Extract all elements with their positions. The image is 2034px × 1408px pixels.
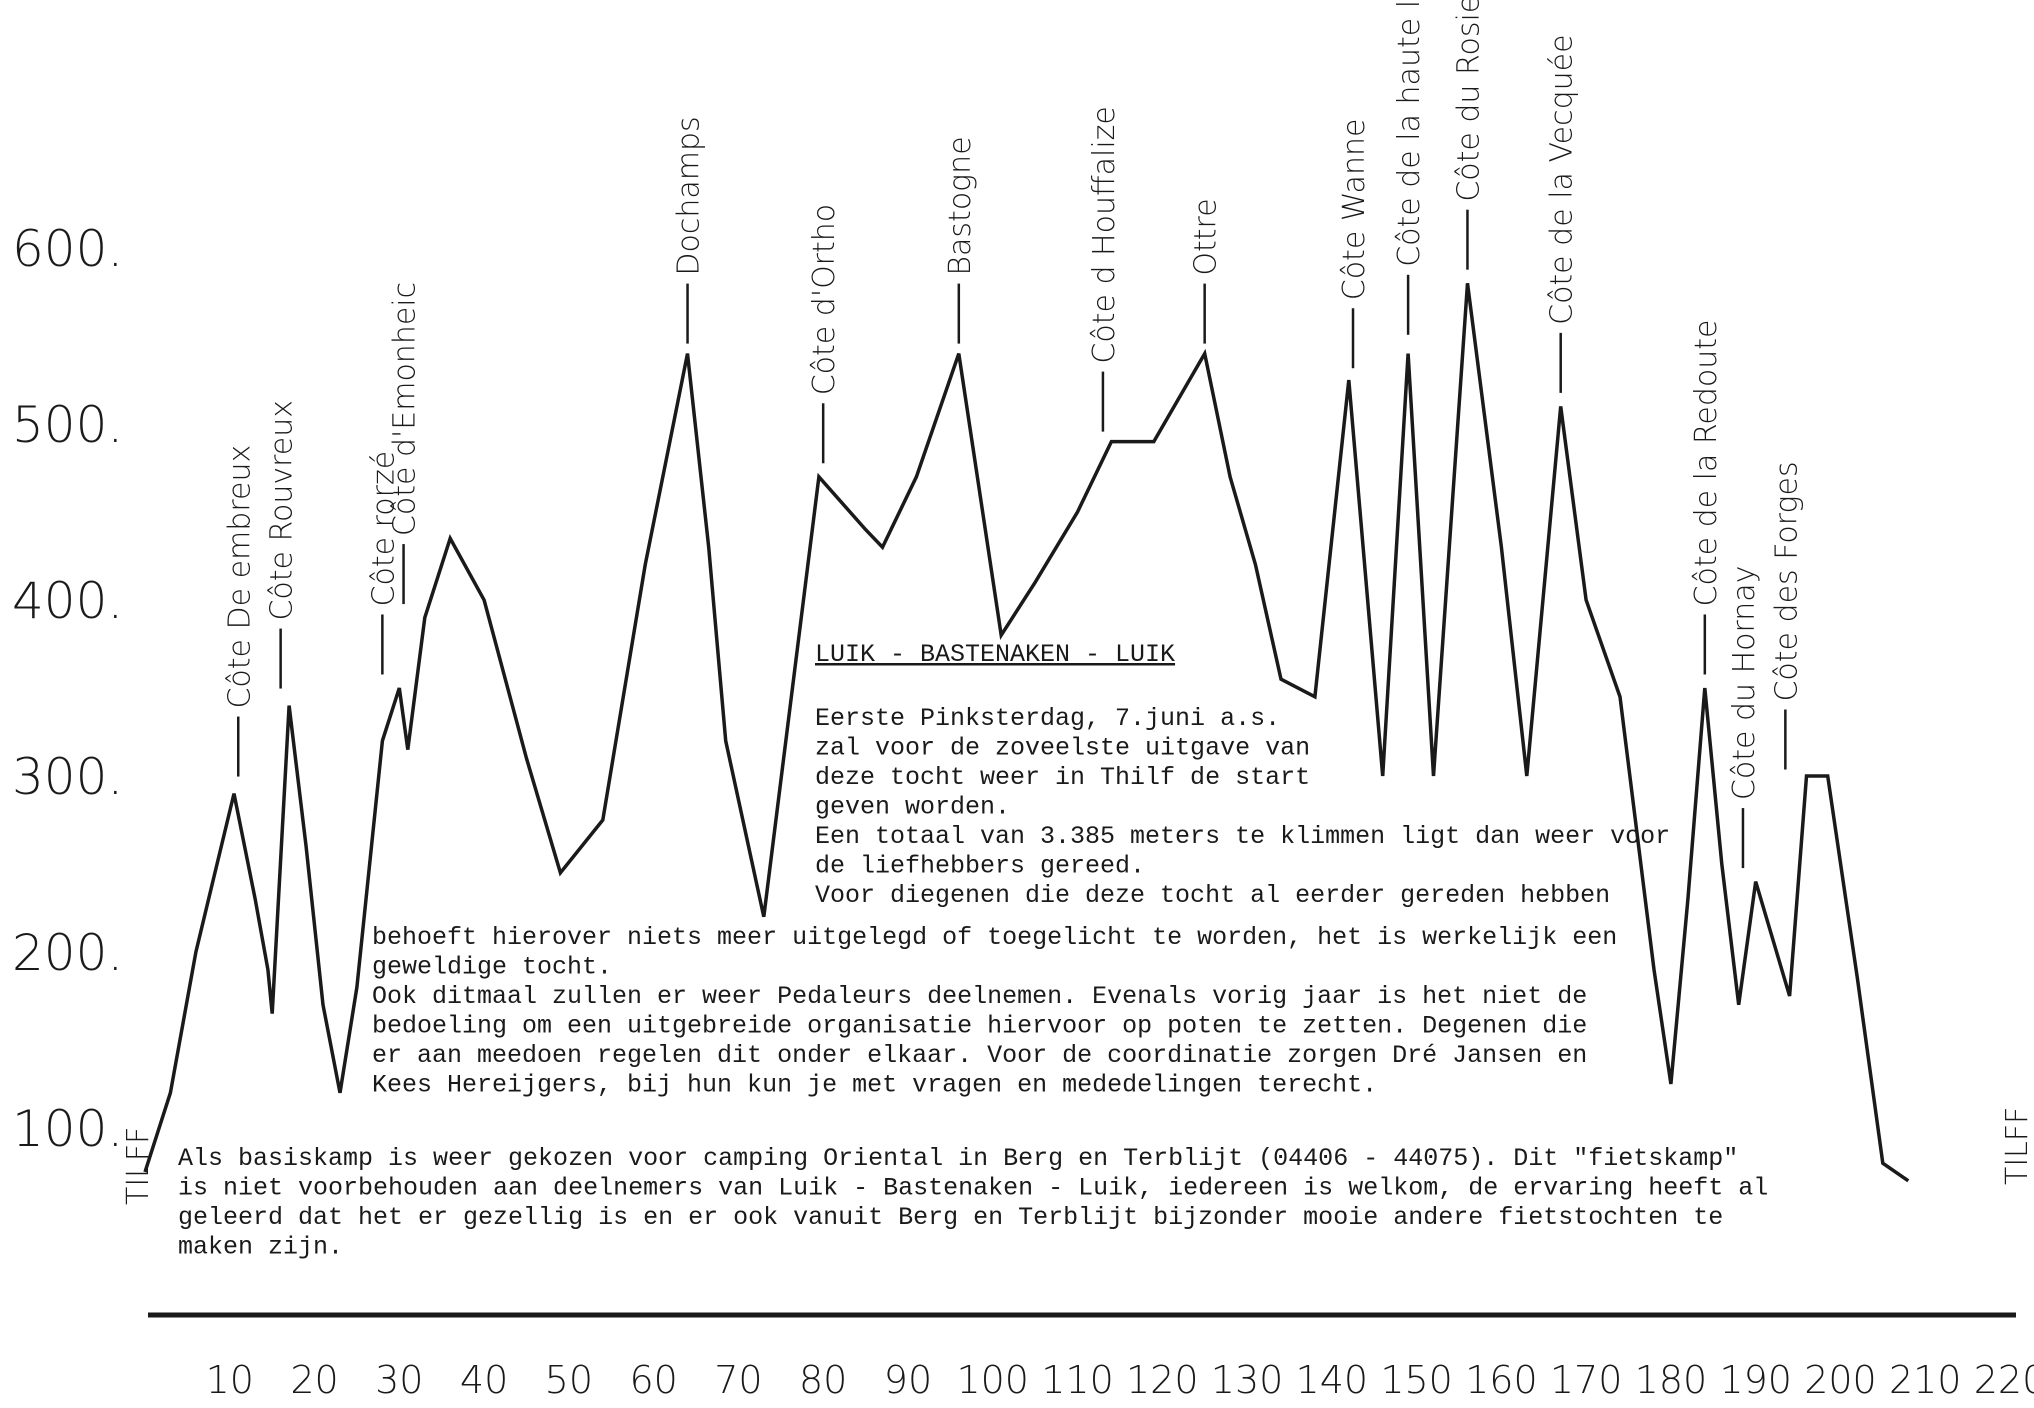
article-line: Eerste Pinksterdag, 7.juni a.s. [815, 704, 1280, 733]
x-tick-label: 120 [1126, 1358, 1199, 1402]
climb-marker: Côte De embreux [222, 445, 257, 777]
climb-marker: Côte de la haute levée [1392, 0, 1427, 335]
climb-marker: Côte du Rosier [1451, 0, 1486, 270]
y-axis-ticks: 100. 200. 300. 400. 500. 600. [12, 220, 123, 1158]
article-line: is niet voorbehouden aan deelnemers van … [178, 1174, 1768, 1203]
article-line: behoeft hierover niets meer uitgelegd of… [372, 923, 1617, 952]
climb-label: Côte du Hornay [1727, 566, 1762, 801]
x-tick-label: 60 [629, 1358, 677, 1402]
article-line: Kees Hereijgers, bij hun kun je met vrag… [372, 1071, 1377, 1100]
x-tick-label: 10 [206, 1358, 254, 1402]
climb-labels: Côte De embreux Côte Rouvreux Côte rorzéCô… [222, 0, 1804, 869]
x-tick-label: 190 [1719, 1358, 1792, 1402]
x-tick-label: 30 [375, 1358, 423, 1402]
x-tick-label: 200 [1804, 1358, 1877, 1402]
x-tick-label: 90 [884, 1358, 932, 1402]
climb-label: Côte d'Emonheic [388, 282, 423, 536]
climb-label: Côte Wanne [1337, 119, 1372, 301]
x-axis-ticks: 10 20 30 40 50 60 70 80 90 100 110 120 130 140 150 160 1… [206, 1358, 2034, 1402]
climb-label: Côte Rouvreux [265, 400, 300, 621]
climb-marker: Côte d Houffalize [1087, 106, 1122, 432]
y-tick-label: 100. [12, 1100, 123, 1158]
climb-label: Côte du Rosier [1451, 0, 1486, 202]
article-line: de liefhebbers gereed. [815, 852, 1145, 881]
y-tick-label: 300. [12, 748, 123, 806]
x-tick-label: 70 [714, 1358, 762, 1402]
article-line: zal voor de zoveelste uitgave van [815, 734, 1310, 763]
x-tick-label: 180 [1635, 1358, 1708, 1402]
y-tick-label: 200. [12, 924, 123, 982]
article-text: LUIK - BASTENAKEN - LUIK Eerste Pinkster… [178, 640, 1768, 1262]
y-tick-label: 600. [12, 220, 123, 278]
article-line: geweldige tocht. [372, 953, 612, 982]
article-line: er aan meedoen regelen dit onder elkaar.… [372, 1041, 1587, 1070]
x-tick-label: 140 [1296, 1358, 1369, 1402]
climb-label: Ottre [1189, 198, 1224, 275]
climb-marker: Côte de la Redoute [1689, 320, 1724, 675]
climb-marker: Ottre [1189, 198, 1224, 344]
climb-marker: Côte d'Emonheic [388, 282, 423, 605]
climb-marker: Côte Rouvreux [265, 400, 300, 689]
x-tick-label: 210 [1889, 1358, 1962, 1402]
x-tick-label: 80 [799, 1358, 847, 1402]
article-line: geven worden. [815, 793, 1010, 822]
climb-label: Côte d Houffalize [1087, 106, 1122, 364]
x-tick-label: 170 [1550, 1358, 1623, 1402]
x-tick-label: 160 [1465, 1358, 1538, 1402]
climb-marker: Dochamps [672, 116, 707, 344]
article-line: Als basiskamp is weer gekozen voor campi… [178, 1144, 1738, 1173]
x-tick-label: 220 [1974, 1358, 2034, 1402]
climb-label: Bastogne [943, 136, 978, 275]
y-tick-label: 400. [12, 572, 123, 630]
article-line: Ook ditmaal zullen er weer Pedaleurs dee… [372, 982, 1587, 1011]
article-paragraph-1: Eerste Pinksterdag, 7.juni a.s.zal voor … [815, 704, 1670, 910]
end-label: TILFF [2000, 1107, 2034, 1185]
elevation-profile-line [143, 282, 1910, 1183]
article-paragraph-2: behoeft hierover niets meer uitgelegd of… [372, 923, 1617, 1100]
climb-label: Côte De embreux [222, 445, 257, 709]
article-title: LUIK - BASTENAKEN - LUIK [815, 640, 1175, 669]
article-line: deze tocht weer in Thilf de start [815, 763, 1310, 792]
climb-marker: Côte du Hornay [1727, 566, 1762, 869]
article-line: Een totaal van 3.385 meters te klimmen l… [815, 822, 1670, 851]
climb-label: Dochamps [672, 116, 707, 275]
article-line: geleerd dat het er gezellig is en er ook… [178, 1203, 1723, 1232]
x-tick-label: 130 [1211, 1358, 1284, 1402]
x-tick-label: 40 [460, 1358, 508, 1402]
climb-label: Côte de la haute levée [1392, 0, 1427, 267]
x-tick-label: 100 [956, 1358, 1029, 1402]
x-tick-label: 150 [1380, 1358, 1453, 1402]
climb-marker: Côte Wanne [1337, 119, 1372, 369]
climb-marker: Bastogne [943, 136, 978, 344]
start-label: TILFF [121, 1127, 156, 1205]
climb-marker: Côte des Forges [1769, 461, 1804, 770]
article-paragraph-3: Als basiskamp is weer gekozen voor campi… [178, 1144, 1768, 1262]
climb-label: Côte de la Vecquée [1545, 34, 1580, 324]
article-line: maken zijn. [178, 1233, 343, 1262]
article-line: bedoeling om een uitgebreide organisatie… [372, 1012, 1587, 1041]
x-tick-label: 50 [545, 1358, 593, 1402]
article-line: Voor diegenen die deze tocht al eerder g… [815, 881, 1610, 910]
x-tick-label: 20 [290, 1358, 338, 1402]
climb-marker: Côte de la Vecquée [1545, 34, 1580, 393]
x-tick-label: 110 [1041, 1358, 1114, 1402]
climb-label: Côte d'Ortho [807, 204, 842, 395]
climb-label: Côte de la Redoute [1689, 320, 1724, 607]
climb-label: Côte des Forges [1769, 461, 1804, 701]
climb-marker: Côte d'Ortho [807, 204, 842, 464]
climb-marker: Côte rorzé [366, 451, 401, 675]
y-tick-label: 500. [12, 396, 123, 454]
climb-label: Côte rorzé [366, 451, 401, 607]
